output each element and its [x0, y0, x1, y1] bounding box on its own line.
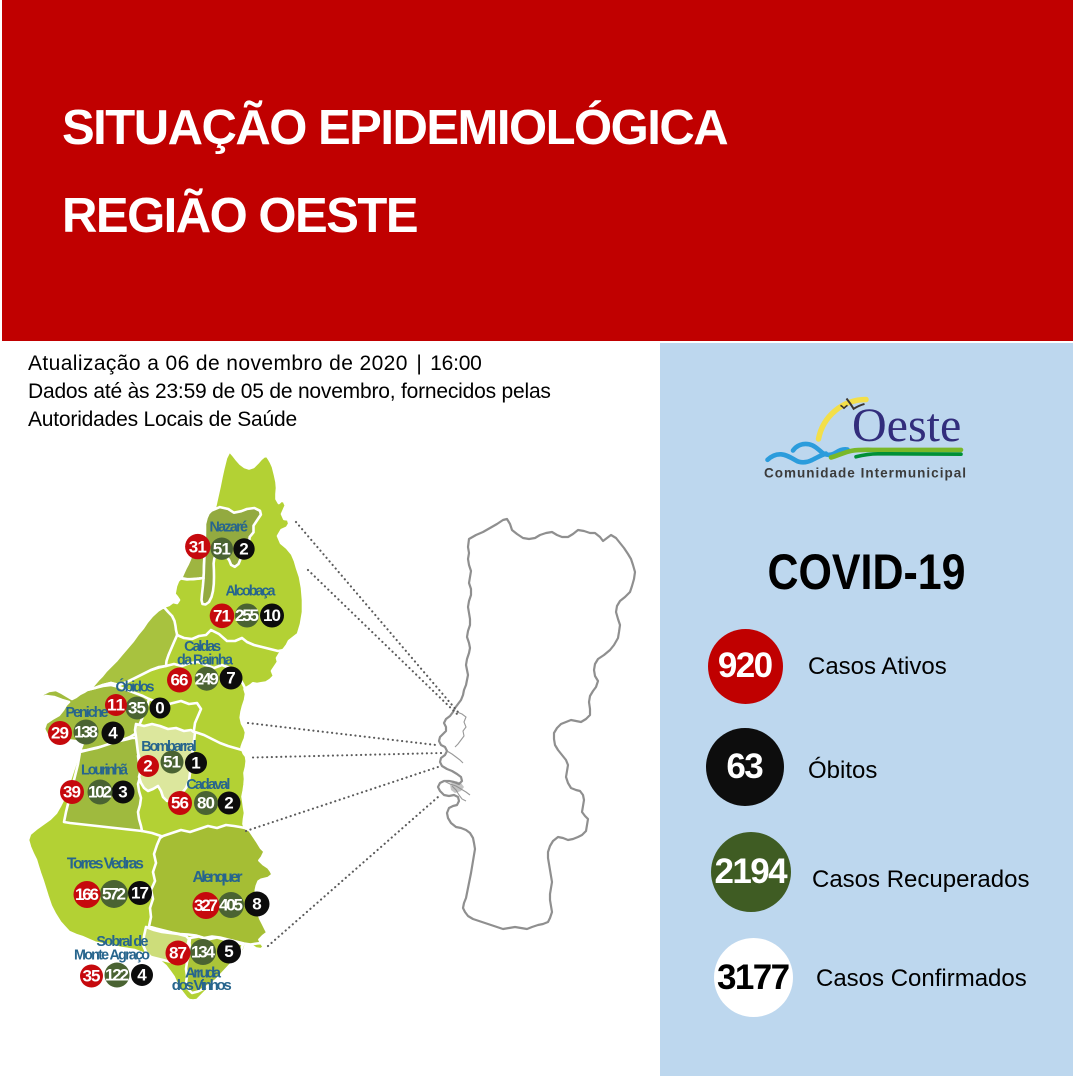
- svg-text:Sobral de: Sobral de: [96, 934, 148, 950]
- svg-text:Arruda: Arruda: [185, 965, 222, 982]
- svg-text:2: 2: [224, 794, 233, 813]
- svg-text:17: 17: [131, 884, 149, 903]
- svg-text:11: 11: [107, 696, 125, 715]
- svg-text:35: 35: [128, 699, 146, 718]
- svg-text:7: 7: [226, 669, 235, 688]
- svg-text:166: 166: [75, 885, 99, 904]
- svg-text:4: 4: [108, 724, 118, 743]
- svg-text:Monte Agraço: Monte Agraço: [74, 948, 150, 964]
- svg-text:dos Vinhos: dos Vinhos: [172, 977, 232, 994]
- svg-text:4: 4: [137, 966, 147, 985]
- svg-text:31: 31: [189, 537, 207, 556]
- svg-text:1: 1: [191, 754, 200, 773]
- svg-text:405: 405: [219, 896, 243, 915]
- svg-text:80: 80: [197, 794, 215, 813]
- svg-text:Comunidade Intermunicipal: Comunidade Intermunicipal: [764, 466, 966, 481]
- svg-text:327: 327: [194, 896, 218, 915]
- svg-text:56: 56: [171, 794, 189, 813]
- svg-text:10: 10: [263, 606, 281, 625]
- svg-text:66: 66: [171, 671, 189, 690]
- svg-text:51: 51: [213, 539, 231, 558]
- svg-text:134: 134: [191, 943, 216, 962]
- svg-text:5: 5: [224, 942, 233, 961]
- svg-text:249: 249: [195, 669, 219, 688]
- svg-text:Lourinhã: Lourinhã: [81, 763, 128, 779]
- svg-text:138: 138: [74, 723, 98, 742]
- svg-text:29: 29: [51, 724, 69, 743]
- svg-text:2: 2: [143, 757, 152, 776]
- svg-text:102: 102: [88, 783, 112, 802]
- svg-text:Nazaré: Nazaré: [209, 520, 248, 536]
- svg-text:Cadaval: Cadaval: [186, 777, 230, 793]
- svg-text:39: 39: [63, 783, 81, 802]
- svg-text:Peniche: Peniche: [66, 705, 109, 721]
- svg-text:3: 3: [118, 783, 127, 802]
- svg-text:572: 572: [102, 885, 126, 904]
- svg-text:Óbidos: Óbidos: [116, 678, 155, 696]
- svg-text:0: 0: [155, 699, 164, 718]
- svg-text:2: 2: [239, 540, 248, 559]
- svg-text:35: 35: [83, 967, 101, 986]
- svg-text:122: 122: [105, 966, 129, 985]
- svg-text:Caldas: Caldas: [184, 639, 221, 655]
- svg-text:Alcobaça: Alcobaça: [226, 584, 277, 600]
- svg-text:da Rainha: da Rainha: [177, 653, 234, 669]
- svg-text:Bombarral: Bombarral: [141, 739, 197, 755]
- svg-text:87: 87: [169, 944, 187, 963]
- svg-text:8: 8: [252, 895, 261, 914]
- svg-text:Oeste: Oeste: [852, 399, 961, 452]
- svg-text:Torres Vedras: Torres Vedras: [67, 856, 144, 873]
- svg-text:Alenquer: Alenquer: [193, 869, 243, 886]
- svg-text:51: 51: [163, 753, 181, 772]
- svg-text:255: 255: [235, 606, 259, 625]
- svg-text:71: 71: [213, 607, 231, 626]
